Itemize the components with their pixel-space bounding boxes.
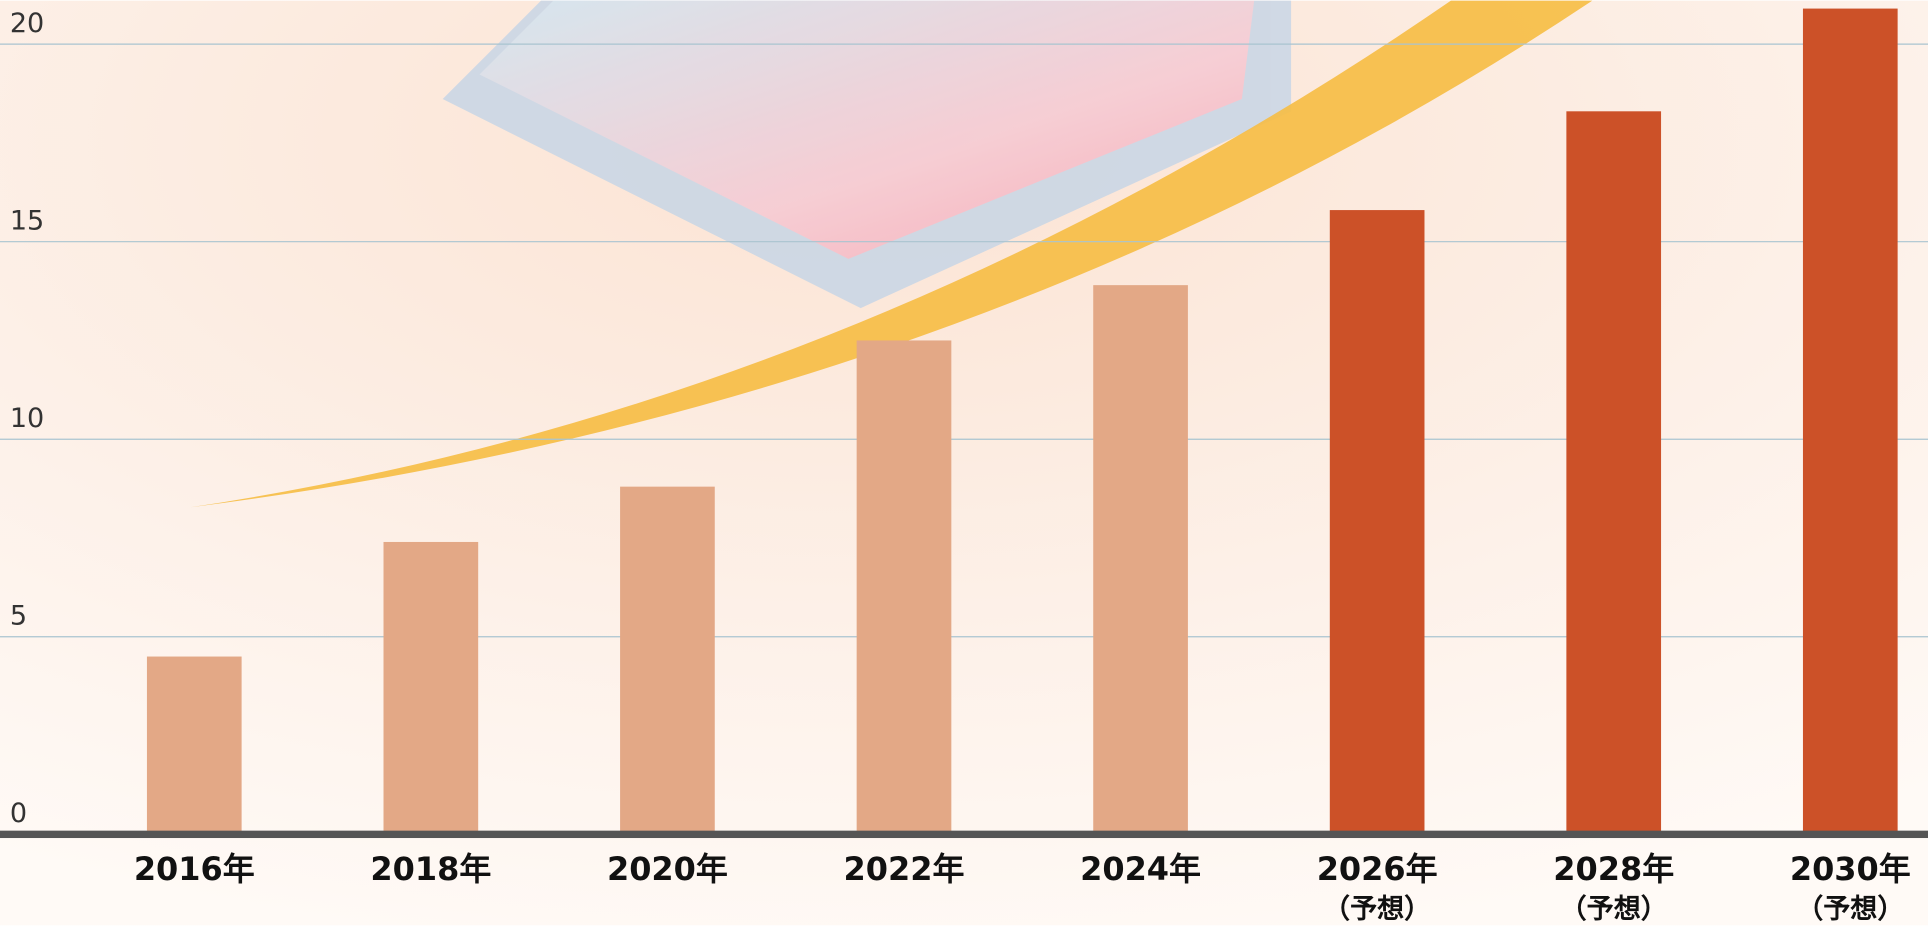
growth-swoosh: [190, 0, 1593, 508]
x-tick-label: 2028年（予想）: [1553, 850, 1674, 925]
baseline: [0, 830, 1928, 839]
x-tick-label: 2016年: [134, 850, 255, 888]
bar: [856, 340, 952, 835]
bar: [383, 541, 479, 835]
x-tick-label: 2020年: [607, 850, 728, 888]
x-tick-label: 2024年: [1080, 850, 1201, 888]
x-tick-label: 2022年: [844, 850, 965, 888]
y-tick-label: 5: [10, 600, 27, 631]
x-tick-label: 2030年（予想）: [1790, 850, 1911, 925]
x-tick-label: 2018年: [370, 850, 491, 888]
y-tick-label: 15: [10, 205, 44, 236]
bar: [620, 486, 715, 835]
bar: [146, 656, 242, 835]
bar: [1802, 8, 1898, 835]
y-tick-label: 10: [10, 403, 44, 434]
bar: [1566, 111, 1662, 835]
x-tick-label: 2026年（予想）: [1317, 850, 1438, 925]
y-tick-label: 20: [10, 8, 44, 39]
y-tick-label: 0: [10, 798, 27, 829]
bar: [1329, 210, 1425, 835]
chip-decoration: [442, 0, 1292, 309]
plot: 0 5 10 15 20: [0, 8, 1928, 835]
bar: [1093, 285, 1188, 835]
